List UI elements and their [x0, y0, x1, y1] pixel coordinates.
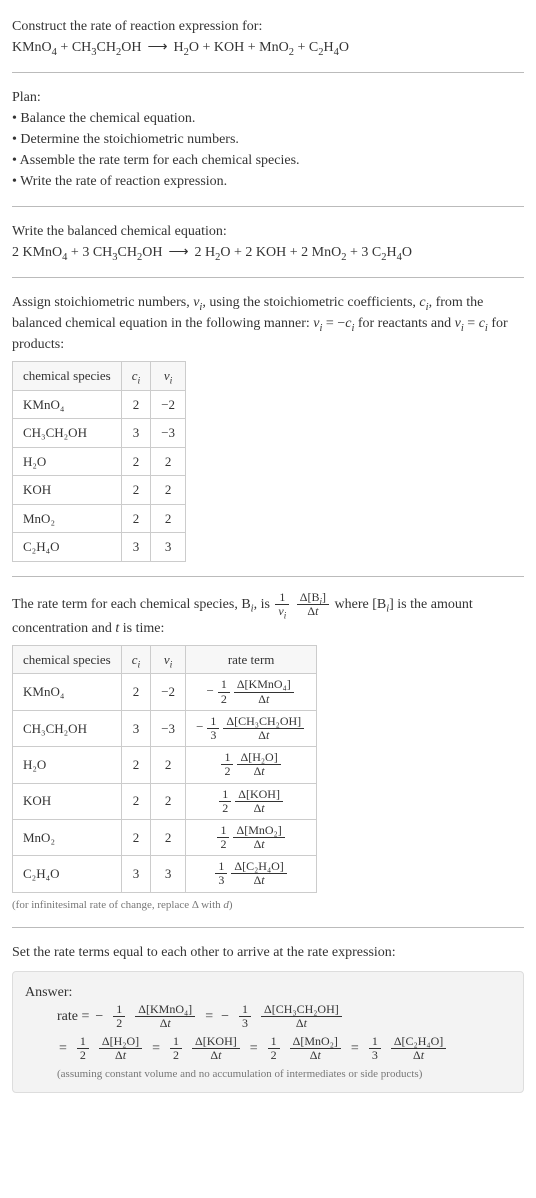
plan-item: Write the rate of reaction expression.	[12, 171, 524, 192]
table-row: KMnO₄2−2	[13, 390, 186, 419]
unbalanced-equation: KMnO4 + CH3CH2OH⟶H2O + KOH + MnO2 + C2H4…	[12, 37, 524, 58]
cell-rateterm: 12Δ[H₂O]Δt	[186, 747, 317, 783]
cell-vi: 2	[151, 504, 186, 533]
cell-vi: 3	[151, 856, 186, 892]
col-ci: ci	[121, 362, 151, 391]
rateterm-intro: The rate term for each chemical species,…	[12, 591, 524, 639]
rateterm-section: The rate term for each chemical species,…	[12, 583, 524, 922]
divider	[12, 206, 524, 207]
col-ci: ci	[121, 645, 151, 674]
table-row: H₂O2212Δ[H₂O]Δt	[13, 747, 317, 783]
table-row: MnO₂2212Δ[MnO₂]Δt	[13, 819, 317, 855]
table-row: KMnO₄2−2−12Δ[KMnO₄]Δt	[13, 674, 317, 710]
cell-ci: 3	[121, 533, 151, 562]
balanced-intro: Write the balanced chemical equation:	[12, 221, 524, 242]
plan-section: Plan: Balance the chemical equation. Det…	[12, 79, 524, 200]
cell-vi: 2	[151, 447, 186, 476]
col-vi: νi	[151, 645, 186, 674]
plan-list: Balance the chemical equation. Determine…	[12, 108, 524, 192]
cell-rateterm: 12Δ[KOH]Δt	[186, 783, 317, 819]
divider	[12, 576, 524, 577]
cell-species: MnO₂	[13, 819, 122, 855]
cell-vi: 2	[151, 783, 186, 819]
rate-label: rate =	[57, 1006, 89, 1027]
cell-ci: 3	[121, 856, 151, 892]
cell-ci: 2	[121, 747, 151, 783]
table-row: KOH22	[13, 476, 186, 505]
divider	[12, 927, 524, 928]
cell-species: C₂H₄O	[13, 856, 122, 892]
cell-species: CH₃CH₂OH	[13, 710, 122, 746]
cell-ci: 2	[121, 819, 151, 855]
rateterm-table: chemical species ci νi rate term KMnO₄2−…	[12, 645, 317, 893]
plan-item: Balance the chemical equation.	[12, 108, 524, 129]
final-intro: Set the rate terms equal to each other t…	[12, 942, 524, 963]
plan-title: Plan:	[12, 87, 524, 108]
cell-vi: −2	[151, 674, 186, 710]
balanced-section: Write the balanced chemical equation: 2 …	[12, 213, 524, 271]
divider	[12, 72, 524, 73]
cell-ci: 2	[121, 476, 151, 505]
plan-item: Assemble the rate term for each chemical…	[12, 150, 524, 171]
cell-species: KOH	[13, 476, 122, 505]
assign-section: Assign stoichiometric numbers, νi, using…	[12, 284, 524, 570]
cell-vi: −3	[151, 419, 186, 448]
table-row: C₂H₄O33	[13, 533, 186, 562]
cell-vi: 2	[151, 476, 186, 505]
table-row: H₂O22	[13, 447, 186, 476]
final-section: Set the rate terms equal to each other t…	[12, 934, 524, 1101]
cell-rateterm: −12Δ[KMnO₄]Δt	[186, 674, 317, 710]
cell-ci: 3	[121, 710, 151, 746]
cell-species: H₂O	[13, 747, 122, 783]
header-section: Construct the rate of reaction expressio…	[12, 8, 524, 66]
stoich-table: chemical species ci νi KMnO₄2−2CH₃CH₂OH3…	[12, 361, 186, 562]
plan-item: Determine the stoichiometric numbers.	[12, 129, 524, 150]
answer-note: (assuming constant volume and no accumul…	[25, 1066, 511, 1083]
cell-ci: 2	[121, 504, 151, 533]
cell-vi: −3	[151, 710, 186, 746]
answer-label: Answer:	[25, 982, 511, 1003]
col-rateterm: rate term	[186, 645, 317, 674]
cell-species: C₂H₄O	[13, 533, 122, 562]
cell-vi: 3	[151, 533, 186, 562]
cell-species: MnO₂	[13, 504, 122, 533]
cell-species: KMnO₄	[13, 674, 122, 710]
cell-ci: 2	[121, 390, 151, 419]
cell-ci: 2	[121, 674, 151, 710]
table-row: KOH2212Δ[KOH]Δt	[13, 783, 317, 819]
answer-expression: rate =−12Δ[KMnO₄]Δt=−13Δ[CH₃CH₂OH]Δt=12Δ…	[25, 1003, 511, 1062]
cell-rateterm: 12Δ[MnO₂]Δt	[186, 819, 317, 855]
divider	[12, 277, 524, 278]
cell-species: KMnO₄	[13, 390, 122, 419]
col-vi: νi	[151, 362, 186, 391]
table-row: C₂H₄O3313Δ[C₂H₄O]Δt	[13, 856, 317, 892]
table-row: CH₃CH₂OH3−3−13Δ[CH₃CH₂OH]Δt	[13, 710, 317, 746]
balanced-equation: 2 KMnO4 + 3 CH3CH2OH⟶2 H2O + 2 KOH + 2 M…	[12, 242, 524, 263]
cell-rateterm: 13Δ[C₂H₄O]Δt	[186, 856, 317, 892]
col-species: chemical species	[13, 645, 122, 674]
cell-vi: 2	[151, 747, 186, 783]
cell-ci: 3	[121, 419, 151, 448]
cell-rateterm: −13Δ[CH₃CH₂OH]Δt	[186, 710, 317, 746]
cell-species: KOH	[13, 783, 122, 819]
assign-paragraph: Assign stoichiometric numbers, νi, using…	[12, 292, 524, 355]
cell-species: CH₃CH₂OH	[13, 419, 122, 448]
rateterm-note: (for infinitesimal rate of change, repla…	[12, 897, 524, 914]
cell-ci: 2	[121, 447, 151, 476]
cell-vi: −2	[151, 390, 186, 419]
header-line1: Construct the rate of reaction expressio…	[12, 16, 524, 37]
table-row: CH₃CH₂OH3−3	[13, 419, 186, 448]
table-row: MnO₂22	[13, 504, 186, 533]
answer-box: Answer: rate =−12Δ[KMnO₄]Δt=−13Δ[CH₃CH₂O…	[12, 971, 524, 1093]
col-species: chemical species	[13, 362, 122, 391]
cell-species: H₂O	[13, 447, 122, 476]
cell-vi: 2	[151, 819, 186, 855]
cell-ci: 2	[121, 783, 151, 819]
